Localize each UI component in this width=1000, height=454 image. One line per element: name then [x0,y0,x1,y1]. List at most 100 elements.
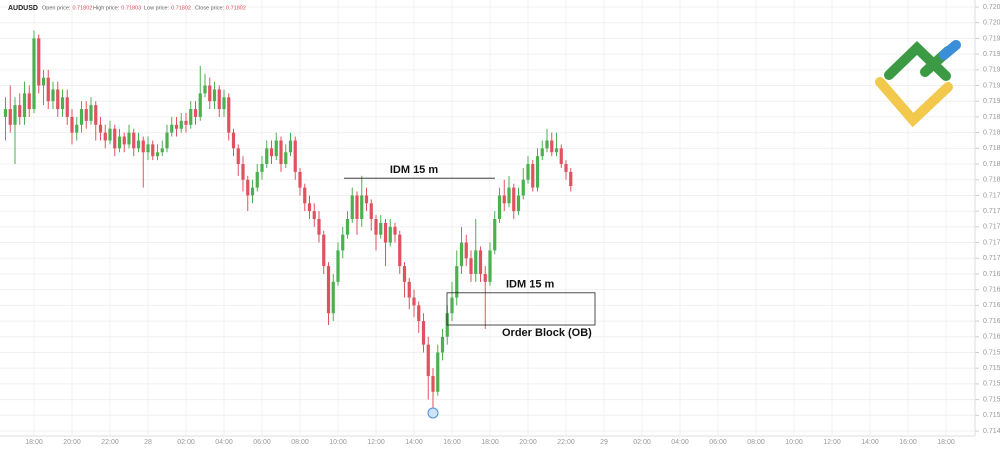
candle-body [417,305,421,322]
legend-value: 0.71803 [121,5,141,11]
candle-body [469,258,473,274]
symbol: AUDUSD [8,5,38,12]
candle-body [22,93,27,117]
y-tick-label: 0.71710 [983,255,1000,262]
y-tick-label: 0.71890 [983,114,1000,121]
y-tick-label: 0.71990 [983,35,1000,42]
candle-body [478,250,483,274]
candle-body [379,222,383,235]
x-tick-label: 22:00 [557,439,575,446]
candle-body [208,85,212,102]
legend-label: Open price: [42,5,71,11]
y-tick-label: 0.71730 [983,239,1000,246]
candle-body [383,222,388,243]
y-tick-label: 0.72010 [983,20,1000,27]
x-tick-label: 06:00 [253,439,271,446]
candle-body [502,195,506,204]
candle-body [103,132,107,141]
y-tick-label: 0.71630 [983,318,1000,325]
y-tick-label: 0.71950 [983,67,1000,74]
y-tick-label: 0.71770 [983,208,1000,215]
x-tick-label: 18:00 [937,439,955,446]
y-tick-label: 0.71690 [983,271,1000,278]
candle-body [269,148,274,157]
candle-body [260,164,264,172]
candle-body [212,89,217,102]
candle-body [117,136,122,149]
candle-body [37,38,41,86]
candle-body [388,226,392,243]
candle-body [174,124,179,129]
candle-body [322,234,326,267]
candle-body [331,281,335,314]
candle-body [535,156,540,188]
candle-body [189,109,193,125]
candle-body [113,128,117,149]
candle-body [193,109,198,117]
x-tick-label: 06:00 [709,439,727,446]
y-tick-label: 0.71750 [983,224,1000,231]
legend-value: 0.71802 [72,5,92,11]
candle-body [79,109,84,125]
candle-body [94,105,98,125]
candle-body [246,179,250,196]
candle-body [293,140,297,172]
x-tick-label: 08:00 [747,439,765,446]
candle-body [60,97,65,110]
y-tick-label: 0.71590 [983,349,1000,356]
candle-body [13,105,17,125]
x-tick-label: 20:00 [519,439,537,446]
y-tick-label: 0.71930 [983,82,1000,89]
candle-body [488,250,492,282]
candle-body [455,266,459,298]
candle-body [464,242,468,259]
candle-body [75,124,79,133]
y-tick-label: 0.71870 [983,129,1000,136]
x-tick-label: 14:00 [861,439,879,446]
candle-body [236,148,240,165]
legend-label: High price: [93,5,120,11]
candle-body [426,344,430,377]
y-tick-label: 0.71670 [983,287,1000,294]
candle-body [217,89,221,110]
x-tick-label: 16:00 [443,439,461,446]
candle-body [265,148,269,165]
candle-body [89,105,93,121]
candle-body [184,120,188,125]
candle-body [436,352,440,392]
legend-label: Close price: [195,5,225,11]
candle-body [18,105,22,117]
y-tick-label: 0.71570 [983,365,1000,372]
y-tick-label: 0.71530 [983,396,1000,403]
x-tick-label: 18:00 [25,439,43,446]
candle-body [326,266,331,314]
order-block-label: Order Block (OB) [502,327,592,339]
candle-body [284,152,288,165]
x-tick-label: 16:00 [899,439,917,446]
candle-body [512,187,516,212]
candle-body [526,164,530,180]
candle-body [531,164,535,188]
candle-body [227,97,231,133]
candle-body [393,226,397,235]
candle-body [136,140,141,149]
x-tick-label: 12:00 [367,439,385,446]
candle-body [146,144,150,153]
candle-body [450,297,454,314]
candle-body [84,109,88,121]
candle-body [440,336,445,353]
candle-body [8,109,12,125]
candle-body [398,234,402,267]
y-tick-label: 0.71830 [983,161,1000,168]
candle-body [459,242,464,267]
candle-body [374,219,378,235]
candle-body [279,140,283,165]
candle-body [141,140,145,153]
candle-body [341,234,345,251]
legend-value: 0.71802 [226,5,246,11]
x-tick-label: 04:00 [215,439,233,446]
candle-body [274,140,278,157]
x-tick-label: 02:00 [177,439,195,446]
candle-body [507,187,511,204]
